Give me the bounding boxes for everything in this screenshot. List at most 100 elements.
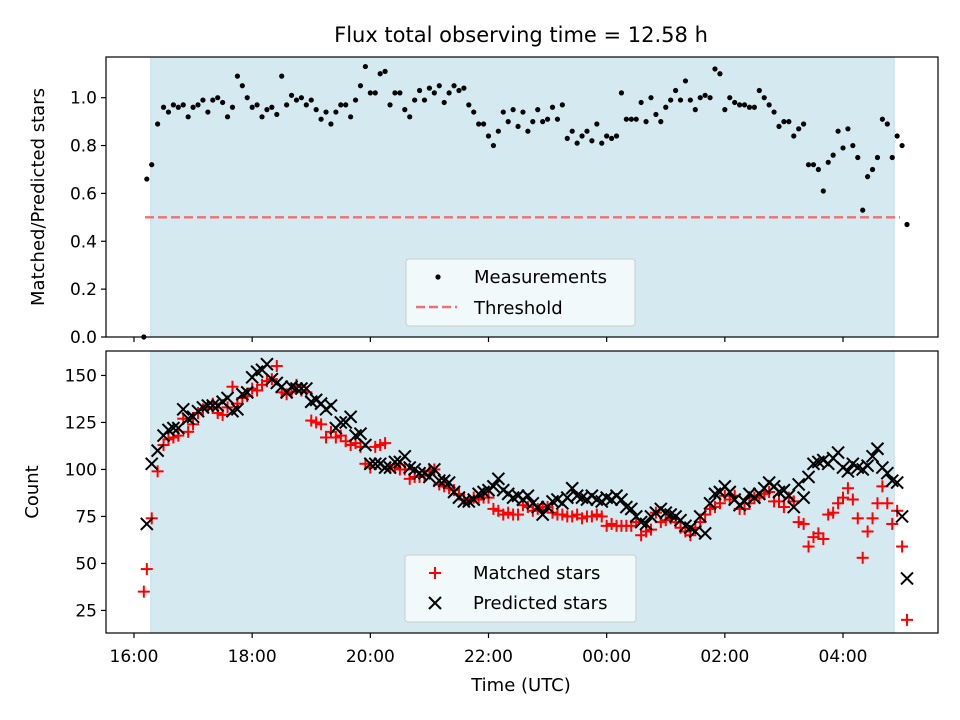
predicted-star-point	[240, 385, 254, 400]
measurement-point	[564, 135, 570, 141]
measurement-point	[234, 73, 240, 79]
measurement-point	[638, 99, 644, 106]
matched-star-point	[512, 508, 525, 521]
measurement-point	[530, 119, 536, 125]
matched-star-point	[856, 551, 869, 564]
measurement-point	[604, 133, 610, 139]
measurement-point	[865, 174, 871, 180]
measurement-point	[407, 114, 413, 120]
predicted-star-point	[378, 460, 392, 475]
y-tick-label: 0.0	[70, 328, 97, 348]
measurement-point	[485, 133, 492, 139]
measurement-point	[500, 109, 506, 115]
measurement-point	[476, 121, 482, 127]
predicted-star-point	[442, 475, 456, 490]
bottom-legend-box	[404, 554, 637, 623]
predicted-star-point	[624, 502, 638, 516]
measurement-point	[461, 85, 467, 91]
measurement-point	[333, 109, 339, 115]
measurement-point	[741, 102, 748, 108]
predicted-star-point	[860, 458, 875, 473]
measurement-point	[554, 116, 561, 122]
legend-threshold-label: Threshold	[473, 298, 563, 319]
measurement-point	[466, 102, 472, 108]
measurement-point	[392, 90, 398, 96]
measurement-point	[820, 188, 826, 194]
measurement-point	[672, 87, 679, 94]
predicted-star-point	[841, 464, 855, 479]
measurement-point	[308, 97, 314, 103]
predicted-star-point	[723, 485, 737, 499]
predicted-star-point	[782, 489, 796, 503]
matched-star-point	[881, 497, 894, 510]
legend-predicted-label: Predicted stars	[473, 593, 607, 614]
measurement-point	[687, 97, 693, 103]
measurement-point	[766, 102, 772, 108]
matched-star-point	[137, 585, 150, 598]
x-tick-label: 18:00	[228, 647, 277, 667]
predicted-star-point	[791, 477, 806, 492]
measurement-point	[801, 121, 807, 127]
measurement-point	[451, 83, 457, 89]
measurement-point	[796, 126, 802, 132]
measurement-point	[613, 133, 620, 139]
measurement-point	[239, 83, 245, 89]
measurement-point	[284, 102, 290, 108]
measurement-point	[269, 104, 275, 110]
measurement-point	[677, 97, 684, 103]
bottom-panel: 25 50 75 100 125 150 16:00 18:00 20:00 22:00 00:0…	[22, 350, 939, 696]
measurement-point	[776, 123, 782, 130]
predicted-star-point	[206, 398, 220, 413]
measurement-point	[899, 142, 905, 149]
matched-star-point	[861, 525, 874, 538]
predicted-star-point	[865, 449, 880, 463]
x-tick-label: 00:00	[582, 647, 631, 667]
matched-star-point	[140, 563, 153, 576]
predicted-star-point	[260, 357, 274, 371]
legend-matched-marker	[429, 567, 441, 579]
top-panel: Flux total observing time = 12.58 h 0.00…	[28, 23, 939, 348]
measurement-point	[402, 107, 408, 113]
measurement-point	[505, 119, 511, 125]
measurement-point	[490, 142, 497, 149]
x-tick-label: 16:00	[110, 647, 159, 667]
measurement-point	[845, 126, 851, 132]
y-tick-label: 0.6	[70, 184, 97, 204]
measurement-point	[569, 128, 575, 134]
measurement-point	[274, 111, 280, 118]
bottom-axes-frame	[105, 350, 939, 634]
measurement-point	[205, 109, 211, 115]
predicted-star-point	[521, 489, 535, 503]
measurement-point	[860, 207, 866, 213]
measurement-point	[707, 95, 713, 101]
measurement-point	[791, 133, 797, 139]
measurement-point	[421, 97, 428, 103]
y-tick-label: 150	[65, 366, 97, 386]
predicted-star-point	[166, 421, 181, 435]
predicted-star-point	[343, 410, 358, 424]
predicted-star-point	[368, 457, 382, 471]
measurement-point	[515, 123, 521, 130]
measurement-point	[249, 104, 255, 110]
measurement-point	[510, 107, 516, 113]
measurement-point	[535, 107, 541, 113]
measurement-point	[825, 159, 831, 165]
predicted-star-point	[220, 391, 235, 405]
predicted-star-point	[363, 457, 378, 471]
predicted-star-point	[703, 496, 717, 510]
measurement-point	[579, 133, 585, 139]
measurement-point	[279, 73, 285, 79]
measurement-point	[210, 97, 216, 103]
measurement-point	[224, 114, 231, 120]
predicted-star-point	[890, 475, 904, 490]
measurement-point	[594, 121, 600, 127]
measurement-point	[584, 128, 590, 134]
y-tick-label: 0.4	[70, 232, 97, 252]
measurement-point	[362, 63, 369, 70]
predicted-star-point	[737, 494, 752, 509]
measurement-points	[141, 63, 910, 340]
measurement-point	[904, 221, 910, 228]
measurement-point	[869, 166, 876, 173]
bottom-y-axis-label: Count	[22, 465, 43, 518]
measurement-point	[328, 121, 334, 127]
